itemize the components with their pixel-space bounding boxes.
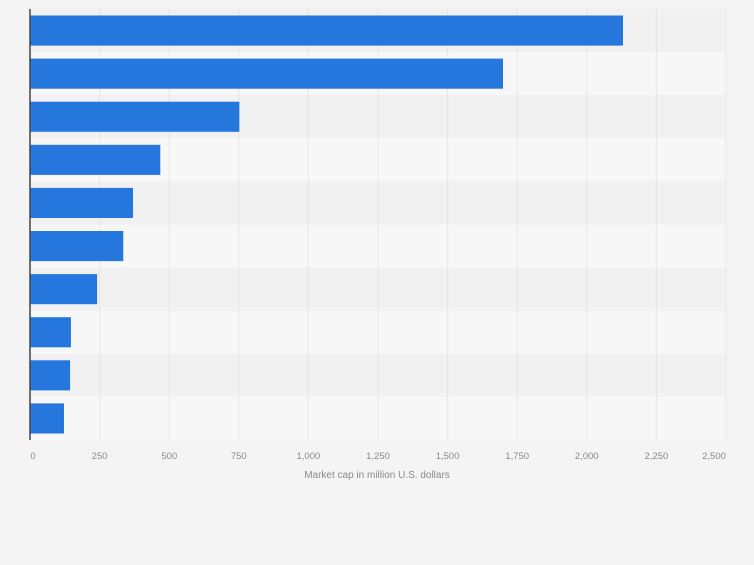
- bar[interactable]: [30, 187, 134, 218]
- bar[interactable]: [30, 317, 71, 348]
- x-tick-label: 1,500: [436, 451, 460, 462]
- x-tick-label: 0: [30, 451, 35, 462]
- row-band: [30, 396, 726, 440]
- x-tick-label: 2,500: [702, 451, 726, 462]
- x-tick-label: 2,000: [575, 451, 599, 462]
- x-tick-label: 1,250: [366, 451, 390, 462]
- bar[interactable]: [30, 274, 98, 305]
- x-tick-label: 500: [161, 451, 177, 462]
- bar[interactable]: [30, 231, 124, 262]
- bar[interactable]: [30, 15, 623, 46]
- x-tick-label: 250: [92, 451, 108, 462]
- x-tick-label: 1,000: [297, 451, 321, 462]
- x-tick-label: 1,750: [505, 451, 529, 462]
- x-tick-label: 750: [231, 451, 247, 462]
- bar[interactable]: [30, 403, 64, 434]
- bar[interactable]: [30, 360, 71, 391]
- x-axis-label: Market cap in million U.S. dollars: [304, 470, 450, 481]
- bar[interactable]: [30, 58, 504, 89]
- bar[interactable]: [30, 144, 161, 175]
- bar[interactable]: [30, 101, 240, 132]
- x-tick-label: 2,250: [645, 451, 669, 462]
